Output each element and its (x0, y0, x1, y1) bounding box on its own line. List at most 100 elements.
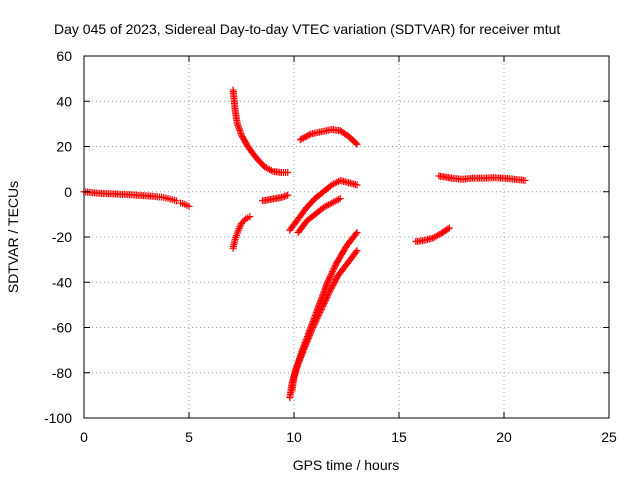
data-point-interp (317, 307, 325, 315)
series-layer (80, 86, 529, 402)
data-point (353, 247, 361, 255)
data-point-interp (301, 342, 309, 350)
data-point-interp (301, 133, 309, 141)
data-point-interp (318, 304, 326, 312)
series-arc-8 (294, 195, 344, 236)
y-tick-label: 20 (56, 139, 72, 155)
data-point-interp (310, 320, 318, 328)
series-arc-4 (229, 213, 254, 252)
data-point-interp (296, 355, 304, 363)
data-point-interp (300, 345, 308, 353)
data-point (284, 191, 292, 199)
data-point-interp (299, 347, 307, 355)
data-point-interp (304, 132, 312, 140)
y-axis-label: SDTVAR / TECUs (5, 181, 21, 293)
data-point-interp (312, 317, 320, 325)
data-point (294, 360, 302, 368)
data-point-interp (352, 139, 360, 147)
data-point-interp (444, 225, 452, 233)
data-point-interp (297, 353, 305, 361)
series-arc-3 (229, 86, 292, 177)
chart-title: Day 045 of 2023, Sidereal Day-to-day VTE… (54, 21, 560, 37)
plot-frame (83, 55, 610, 419)
data-point-interp (322, 295, 330, 303)
data-point-interp (306, 330, 314, 338)
data-point-interp (307, 328, 315, 336)
y-tick-label: 60 (56, 48, 72, 64)
data-point-interp (331, 263, 339, 271)
y-tick-label: -20 (52, 229, 72, 245)
data-point-interp (299, 134, 307, 142)
data-point-interp (324, 292, 332, 300)
data-point-interp (323, 293, 331, 301)
y-tick-label: -40 (52, 274, 72, 290)
series-arc-12 (435, 172, 529, 184)
data-point-interp (327, 271, 335, 279)
data-point (296, 136, 304, 144)
y-tick-label: -100 (44, 410, 72, 426)
data-point-interp (315, 310, 323, 318)
data-point-interp (310, 322, 318, 330)
data-point-interp (316, 308, 324, 316)
data-point-interp (302, 341, 310, 349)
x-tick-label: 20 (496, 429, 512, 445)
data-point-interp (325, 275, 333, 283)
data-point (324, 278, 332, 286)
x-tick-label: 10 (286, 429, 302, 445)
series-arc-2 (177, 199, 193, 210)
y-tick-label: 40 (56, 93, 72, 109)
x-tick-label: 25 (601, 429, 617, 445)
data-point-interp (311, 319, 319, 327)
series-arc-5 (259, 191, 292, 205)
y-tick-label: 0 (64, 184, 72, 200)
data-point-interp (305, 131, 313, 139)
data-point-interp (325, 289, 333, 297)
data-point (336, 195, 344, 203)
data-point-interp (235, 225, 243, 233)
data-point-interp (326, 274, 334, 282)
data-point-interp (304, 336, 312, 344)
data-point (301, 344, 308, 352)
data-point-interp (315, 311, 322, 319)
x-axis-label: GPS time / hours (293, 457, 400, 473)
series-arc-10 (288, 247, 361, 395)
y-tick-label: -80 (52, 365, 72, 381)
data-point-interp (303, 338, 311, 346)
x-tick-label: 5 (185, 429, 193, 445)
series-arc-6 (296, 126, 361, 148)
data-point (234, 226, 242, 234)
data-point-interp (302, 339, 310, 347)
data-point (246, 213, 254, 221)
data-point-interp (319, 302, 327, 310)
data-point-interp (304, 334, 312, 342)
x-tick-label: 0 (80, 429, 88, 445)
data-point (353, 181, 361, 189)
data-point-interp (297, 352, 305, 360)
ticks-layer: 0 5 10 15 20 25 -100 -80 -60 -40 -20 0 20 40 60 (44, 48, 617, 445)
data-point-interp (298, 350, 306, 358)
data-point (353, 228, 361, 236)
data-point-interp (319, 301, 327, 309)
data-point-interp (320, 299, 328, 307)
data-point-interp (236, 223, 244, 231)
data-point-interp (295, 357, 303, 365)
data-point-interp (313, 314, 321, 322)
y-tick-label: -60 (52, 320, 72, 336)
data-point (172, 197, 180, 205)
data-point-interp (330, 265, 338, 273)
data-point-interp (308, 325, 316, 333)
grid-layer (84, 56, 609, 418)
data-point-interp (329, 266, 337, 274)
data-point-interp (298, 135, 306, 143)
data-point (317, 305, 325, 313)
data-point (521, 176, 529, 184)
data-point-interp (314, 313, 322, 321)
data-point-interp (352, 248, 360, 256)
data-point-interp (312, 316, 320, 324)
data-point-interp (328, 269, 336, 277)
data-point-interp (321, 298, 329, 306)
data-point-interp (308, 327, 316, 335)
data-point-interp (267, 166, 275, 174)
data-point-interp (305, 333, 313, 341)
